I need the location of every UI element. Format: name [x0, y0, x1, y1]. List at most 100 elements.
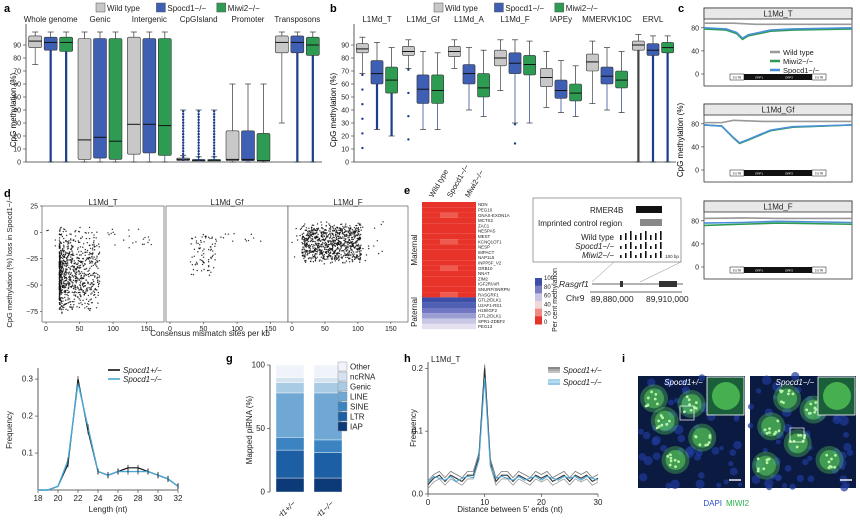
e-heat-cell [422, 286, 440, 293]
d-point [86, 242, 88, 244]
d-point [314, 260, 317, 262]
outlier-dot [212, 118, 216, 122]
h-ytick-label: 0.0 [412, 490, 424, 499]
e-paternal-label: Paternal [410, 297, 419, 327]
i-miwi2-granule [809, 402, 813, 406]
d-point [92, 290, 94, 292]
d-point [73, 262, 75, 265]
d-point [93, 240, 95, 242]
i-dapi-nucleus [807, 475, 815, 483]
d-point [356, 248, 359, 250]
d-point [334, 239, 337, 242]
c-ytick-label: 40 [691, 48, 699, 55]
a-legend-swatch-2 [216, 2, 227, 13]
e-inset-gene: Rasgrf1 [559, 279, 589, 289]
d-point [252, 237, 255, 239]
d-point [337, 257, 339, 259]
d-point [91, 283, 93, 285]
i-miwi2-granule [768, 431, 771, 434]
d-point [301, 254, 304, 257]
i-miwi2-granule [694, 401, 698, 405]
i-dapi-nucleus [772, 395, 777, 400]
e-inset-track-bar [650, 235, 652, 240]
d-point [93, 245, 95, 247]
box [477, 73, 490, 98]
d-point [92, 279, 94, 281]
d-point [63, 285, 66, 288]
d-point [358, 237, 360, 240]
d-point [199, 239, 202, 242]
d-point [348, 232, 351, 235]
d-point [206, 269, 209, 272]
d-point [353, 246, 356, 249]
e-inset-track-bar [645, 231, 647, 240]
f-legend-label: Spocd1−/− [123, 375, 162, 384]
i-miwi2-granule [777, 429, 781, 433]
d-xtick-label: 150 [265, 326, 277, 333]
d-point [76, 266, 79, 268]
d-point [86, 251, 88, 253]
d-point [341, 257, 343, 259]
d-point [306, 252, 309, 255]
d-point [340, 247, 342, 249]
d-point [347, 258, 350, 260]
d-point [357, 256, 359, 258]
i-miwi2-granule [767, 457, 771, 461]
e-gene-label: NDN [478, 202, 488, 207]
d-point [65, 234, 68, 237]
group-label: Whole genome [24, 15, 78, 24]
d-point [67, 256, 69, 258]
d-point [68, 298, 71, 300]
d-point [75, 275, 77, 278]
box [462, 64, 476, 85]
e-heat-cell [458, 223, 476, 229]
d-point [98, 280, 101, 282]
d-point [78, 265, 80, 267]
e-inset-track-bar [660, 251, 662, 258]
d-point [58, 245, 61, 248]
e-heat-cell [440, 249, 458, 255]
h-line-0 [427, 368, 599, 485]
e-heat-cell [440, 217, 458, 224]
e-gene-label: IGF2R/AIR [478, 282, 499, 287]
d-point [312, 233, 315, 235]
outlier-dot [181, 132, 185, 136]
f-legend-label: Spocd1+/− [123, 366, 162, 375]
d-point [61, 235, 64, 238]
h-xtick-label: 20 [537, 498, 546, 507]
d-point [58, 298, 61, 300]
d-point [84, 273, 87, 276]
d-point [301, 238, 303, 240]
d-point [320, 250, 323, 252]
d-point [336, 227, 338, 229]
d-point [338, 250, 341, 252]
outlier-dot [181, 110, 185, 113]
d-point [347, 230, 350, 232]
i-miwi2-granule [689, 408, 693, 412]
d-point [70, 286, 73, 288]
i-dapi-nucleus [762, 447, 768, 454]
d-point [338, 229, 340, 232]
outlier-dot [212, 115, 216, 119]
d-point [75, 272, 78, 274]
d-point [328, 228, 331, 230]
d-point [331, 239, 333, 241]
i-dapi-nucleus [639, 473, 648, 482]
e-heat-cell [422, 318, 440, 324]
d-point [351, 260, 354, 263]
i-miwi2-granule [660, 423, 664, 427]
i-miwi2-granule [776, 419, 780, 423]
c-line-wildtype [704, 22, 852, 26]
d-point [330, 249, 332, 251]
e-heat-cell [440, 223, 458, 229]
d-point [80, 275, 82, 277]
g-bar-seg [313, 392, 343, 441]
e-inset-track-bar [655, 244, 657, 249]
d-point [330, 243, 332, 245]
d-point [335, 256, 337, 259]
d-point [64, 228, 66, 231]
d-point [332, 228, 335, 230]
d-point [88, 257, 90, 259]
g-bar-seg [275, 449, 305, 479]
